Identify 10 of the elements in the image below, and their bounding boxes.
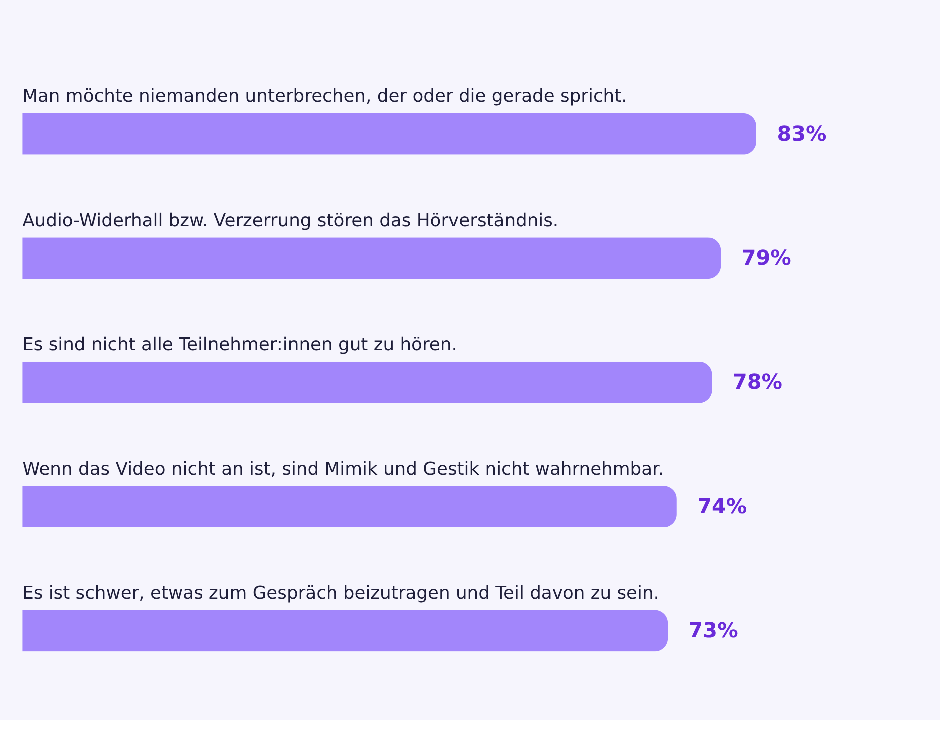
y-tick-label: Man möchte niemanden unterbrechen, der oder die gerade spricht. (22, 86, 628, 108)
data-label: 73% (688, 618, 739, 643)
data-label: 74% (698, 494, 748, 518)
y-tick-label: Audio-Widerhall bzw. Verzerrung stören das Hörverständnis. (22, 210, 559, 232)
y-tick-label: Wenn das Video nicht an ist, sind Mimik und Gestik nicht wahrnehmbar. (22, 458, 664, 480)
y-tick-label: Es sind nicht alle Teilnehmer:innen gut zu hören. (22, 334, 458, 356)
data-label: 78% (733, 370, 783, 394)
y-tick-label: Es ist schwer, etwas zum Gespräch beizutragen und Teil davon zu sein. (22, 583, 660, 604)
data-label: 83% (777, 122, 828, 146)
data-label: 79% (742, 246, 792, 270)
